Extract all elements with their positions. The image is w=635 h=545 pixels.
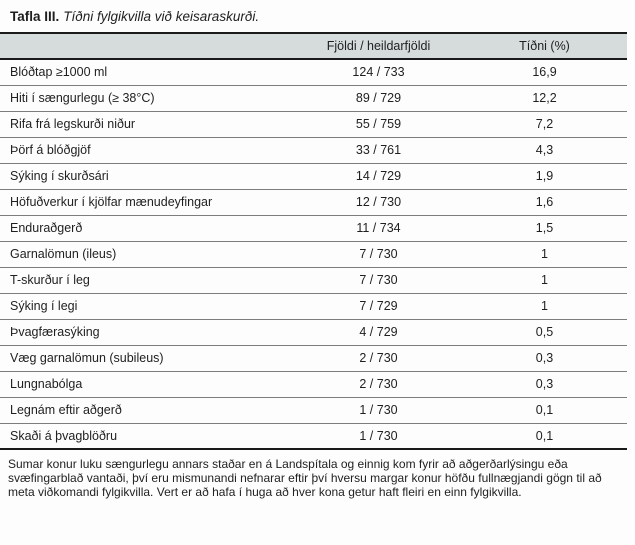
complication-label: Lungnabólga [0,371,295,398]
frequency-value: 7,2 [462,111,627,138]
frequency-value: 1,6 [462,189,627,216]
complication-label: Rifa frá legskurði niður [0,111,295,138]
header-complication [0,32,295,60]
count-value: 4 / 729 [295,319,462,346]
complication-label: Sýking í skurðsári [0,163,295,190]
complication-label: Þvagfærasýking [0,319,295,346]
frequency-value: 0,3 [462,371,627,398]
table-body: Blóðtap ≥1000 ml 124 / 733 16,9 Hiti í sæng… [0,59,627,450]
count-value: 11 / 734 [295,215,462,242]
complication-label: Hiti í sængurlegu (≥ 38°C) [0,85,295,112]
complication-label: Skaði á þvagblöðru [0,423,295,450]
count-value: 12 / 730 [295,189,462,216]
table-row: Skaði á þvagblöðru 1 / 730 0,1 [0,423,627,450]
frequency-value: 0,5 [462,319,627,346]
table-row: Þörf á blóðgjöf 33 / 761 4,3 [0,137,627,164]
frequency-value: 0,1 [462,423,627,450]
table-title: Tafla III. Tíðni fylgikvilla við keisaras… [0,0,635,32]
count-value: 1 / 730 [295,423,462,450]
frequency-value: 1 [462,267,627,294]
table-row: Blóðtap ≥1000 ml 124 / 733 16,9 [0,59,627,86]
table-row: Rifa frá legskurði niður 55 / 759 7,2 [0,111,627,138]
count-value: 1 / 730 [295,397,462,424]
complication-label: Enduraðgerð [0,215,295,242]
complication-label: T-skurður í leg [0,267,295,294]
count-value: 14 / 729 [295,163,462,190]
table-row: Höfuðverkur í kjölfar mænudeyfingar 12 / … [0,189,627,216]
count-value: 2 / 730 [295,371,462,398]
count-value: 55 / 759 [295,111,462,138]
table-footnote: Sumar konur luku sængurlegu annars staða… [8,457,602,499]
complication-label: Höfuðverkur í kjölfar mænudeyfingar [0,189,295,216]
count-value: 7 / 730 [295,267,462,294]
complication-label: Sýking í legi [0,293,295,320]
table-row: Garnalömun (ileus) 7 / 730 1 [0,241,627,268]
complication-label: Garnalömun (ileus) [0,241,295,268]
complication-label: Þörf á blóðgjöf [0,137,295,164]
header-row: Fjöldi / heildarfjöldi Tíðni (%) [0,32,627,60]
frequency-value: 16,9 [462,59,627,86]
complication-label: Legnám eftir aðgerð [0,397,295,424]
complications-table: Fjöldi / heildarfjöldi Tíðni (%) Blóðtap… [0,32,627,450]
frequency-value: 12,2 [462,85,627,112]
frequency-value: 4,3 [462,137,627,164]
table-row: Enduraðgerð 11 / 734 1,5 [0,215,627,242]
table-header: Fjöldi / heildarfjöldi Tíðni (%) [0,32,627,60]
table-row: Legnám eftir aðgerð 1 / 730 0,1 [0,397,627,424]
table-row: Þvagfærasýking 4 / 729 0,5 [0,319,627,346]
header-frequency: Tíðni (%) [462,32,627,60]
table-row: Lungnabólga 2 / 730 0,3 [0,371,627,398]
frequency-value: 0,3 [462,345,627,372]
count-value: 124 / 733 [295,59,462,86]
table-row: Væg garnalömun (subileus) 2 / 730 0,3 [0,345,627,372]
complication-label: Væg garnalömun (subileus) [0,345,295,372]
frequency-value: 1 [462,241,627,268]
table-row: Sýking í legi 7 / 729 1 [0,293,627,320]
frequency-value: 1,9 [462,163,627,190]
table-row: T-skurður í leg 7 / 730 1 [0,267,627,294]
table-caption: Tíðni fylgikvilla við keisaraskurði. [63,9,260,24]
table-number-label: Tafla III. [10,9,60,24]
frequency-value: 1,5 [462,215,627,242]
complication-label: Blóðtap ≥1000 ml [0,59,295,86]
table-row: Hiti í sængurlegu (≥ 38°C) 89 / 729 12,2 [0,85,627,112]
count-value: 2 / 730 [295,345,462,372]
header-count: Fjöldi / heildarfjöldi [295,32,462,60]
frequency-value: 0,1 [462,397,627,424]
count-value: 7 / 730 [295,241,462,268]
table-row: Sýking í skurðsári 14 / 729 1,9 [0,163,627,190]
count-value: 33 / 761 [295,137,462,164]
frequency-value: 1 [462,293,627,320]
count-value: 7 / 729 [295,293,462,320]
count-value: 89 / 729 [295,85,462,112]
